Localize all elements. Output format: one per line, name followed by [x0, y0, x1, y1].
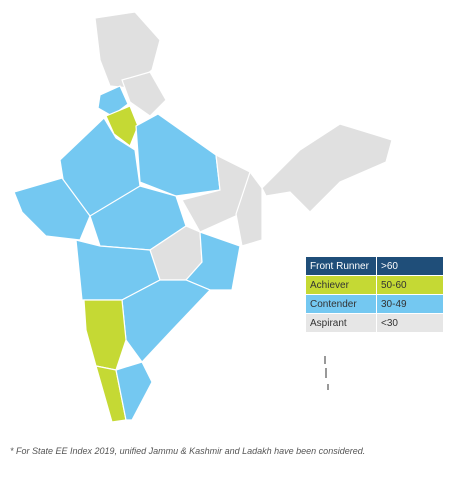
- karnataka: [83, 299, 127, 371]
- legend-row: Front Runner >60: [305, 256, 444, 276]
- island: [327, 384, 329, 390]
- gujarat: [13, 177, 91, 241]
- island: [324, 356, 326, 364]
- states: [13, 11, 393, 423]
- islands: [324, 356, 329, 390]
- legend-row: Achiever 50-60: [305, 275, 444, 295]
- legend-range: <30: [376, 313, 444, 333]
- himachal-uttarakhand: [121, 71, 167, 117]
- legend-category: Aspirant: [305, 313, 377, 333]
- uttar-pradesh: [135, 113, 221, 197]
- island: [325, 368, 327, 378]
- legend: Front Runner >60 Achiever 50-60 Contender 30-…: [305, 256, 444, 333]
- tamil-nadu: [115, 361, 153, 421]
- legend-category: Achiever: [305, 275, 377, 295]
- legend-row: Contender 30-49: [305, 294, 444, 314]
- telangana-andhra: [121, 279, 212, 363]
- legend-category: Front Runner: [305, 256, 377, 276]
- legend-range: 30-49: [376, 294, 444, 314]
- legend-category: Contender: [305, 294, 377, 314]
- legend-range: 50-60: [376, 275, 444, 295]
- northeast: [261, 123, 393, 213]
- legend-range: >60: [376, 256, 444, 276]
- haryana: [105, 105, 139, 147]
- legend-row: Aspirant <30: [305, 313, 444, 333]
- footnote: * For State EE Index 2019, unified Jammu…: [10, 446, 366, 456]
- west-bengal: [235, 170, 263, 247]
